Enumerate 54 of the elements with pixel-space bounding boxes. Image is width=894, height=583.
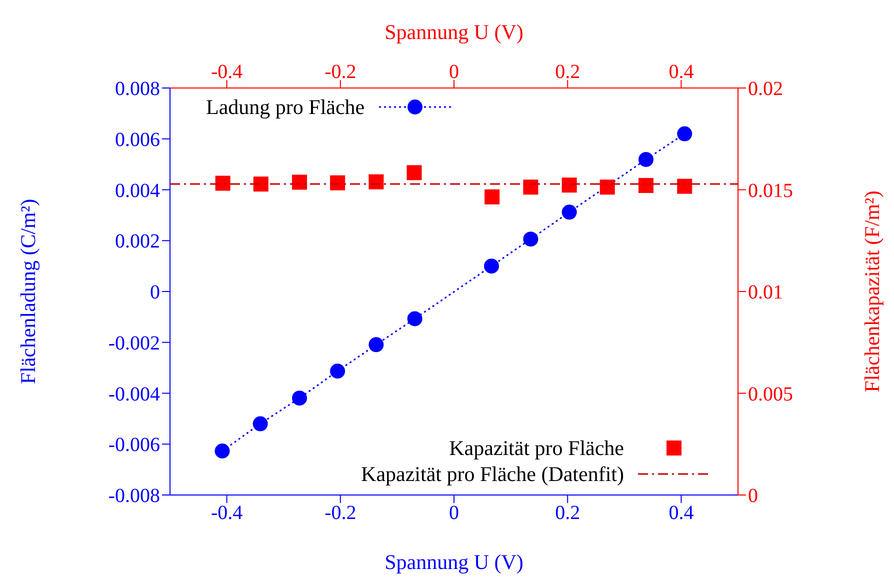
x-tick-label: 0.2 (555, 502, 580, 524)
legend-label: Kapazität pro Fläche (449, 435, 624, 461)
point (252, 416, 268, 432)
y-tick-label: 0.004 (115, 180, 160, 202)
x-tick-label: -0.4 (210, 502, 243, 524)
y-tick-label: 0 (150, 282, 160, 304)
point (330, 364, 346, 379)
point (638, 152, 654, 167)
y2-axis-title: Flächenkapazität (F/m²) (860, 190, 884, 392)
x2-tick-label: 0.2 (555, 61, 580, 83)
y2-tick-label: 0 (748, 485, 758, 508)
x-tick-label: 0.4 (668, 502, 694, 524)
point (253, 176, 268, 192)
x2-tick-label: 0.4 (668, 61, 694, 83)
legend-label: Kapazität pro Fläche (Datenfit) (361, 461, 624, 487)
y2-tick-label: 0.02 (748, 78, 783, 100)
point (215, 176, 230, 191)
y2-tick-label: 0.01 (748, 282, 783, 304)
x-axis-title: Spannung U (V) (384, 550, 524, 574)
point (638, 178, 654, 193)
x2-tick-label: -0.2 (324, 61, 356, 83)
y2-tick-label: 0.005 (748, 383, 793, 406)
point (562, 204, 577, 220)
x-tick-label: 0 (449, 502, 459, 524)
point (484, 258, 499, 274)
x2-axis-title: Spannung U (V) (384, 20, 524, 44)
point (368, 174, 384, 190)
point (368, 337, 384, 352)
y-tick-label: -0.002 (108, 332, 160, 354)
point (677, 126, 692, 142)
y-tick-label: 0.008 (115, 78, 160, 100)
y-tick-label: 0.002 (115, 230, 160, 253)
point (407, 311, 422, 326)
point (562, 178, 577, 193)
x2-tick-label: 0 (449, 61, 459, 83)
point (600, 180, 615, 195)
y-tick-label: 0.006 (115, 128, 160, 151)
point (292, 174, 308, 190)
y2-tick-label: 0.015 (748, 180, 793, 202)
y-tick-label: -0.006 (108, 434, 160, 456)
x2-tick-label: -0.4 (210, 61, 243, 83)
legend-label: Ladung pro Fläche (206, 94, 365, 120)
point (406, 165, 422, 180)
point (214, 443, 230, 458)
point (677, 178, 692, 194)
point (292, 390, 308, 406)
point (523, 232, 538, 247)
y-tick-label: -0.008 (108, 485, 160, 508)
x-tick-label: -0.2 (324, 502, 356, 524)
y-axis-title: Flächenladung (C/m²) (16, 198, 40, 384)
point (523, 180, 538, 195)
y-tick-label: -0.004 (108, 383, 160, 406)
point (330, 175, 346, 190)
point (484, 189, 500, 204)
